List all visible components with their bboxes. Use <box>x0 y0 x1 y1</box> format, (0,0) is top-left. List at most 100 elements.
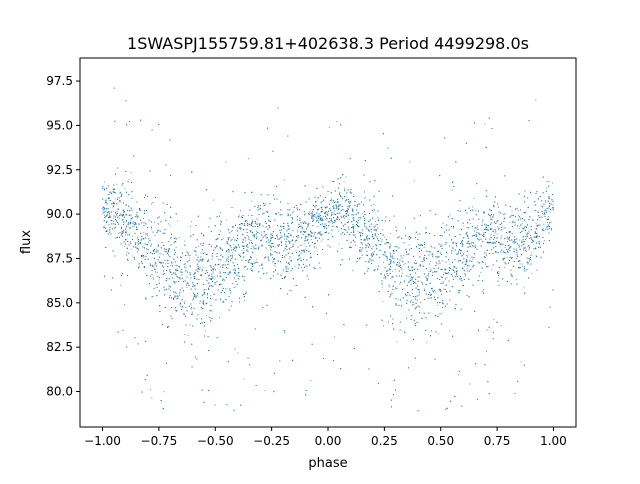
data-point <box>480 271 482 273</box>
data-point <box>358 250 360 252</box>
data-point <box>519 239 521 241</box>
data-point <box>521 265 523 267</box>
data-point <box>255 261 257 263</box>
data-point <box>542 212 544 214</box>
data-point <box>520 361 522 363</box>
data-point <box>519 263 521 265</box>
data-point <box>523 286 525 288</box>
data-point <box>493 318 495 320</box>
data-point <box>468 245 470 247</box>
data-point <box>518 214 520 216</box>
data-point <box>415 260 416 262</box>
data-point <box>390 259 391 261</box>
data-point <box>474 209 476 211</box>
data-point <box>169 265 171 266</box>
data-point <box>407 294 409 296</box>
data-point <box>433 290 435 291</box>
data-point <box>244 300 246 301</box>
data-point <box>279 229 280 231</box>
data-point <box>301 267 302 268</box>
data-point <box>331 223 333 225</box>
data-point <box>231 252 233 254</box>
data-point <box>246 220 248 222</box>
data-point <box>361 234 363 236</box>
data-point <box>274 259 276 260</box>
data-point <box>200 273 202 275</box>
data-point <box>353 219 355 221</box>
data-point <box>389 243 391 245</box>
data-point <box>213 276 215 278</box>
data-point <box>124 187 126 189</box>
data-point <box>137 245 139 247</box>
data-point <box>521 223 523 225</box>
data-point <box>335 201 337 203</box>
data-point <box>431 247 433 249</box>
data-point <box>334 336 335 338</box>
data-point <box>345 176 347 178</box>
data-point <box>408 276 410 278</box>
data-point <box>157 249 159 251</box>
data-point <box>408 244 410 246</box>
data-point <box>104 215 105 217</box>
data-point <box>231 283 233 284</box>
data-point <box>253 262 255 264</box>
data-point <box>283 179 285 181</box>
data-point <box>454 307 455 309</box>
data-point <box>521 245 522 247</box>
data-point <box>463 225 465 227</box>
data-point <box>185 267 187 269</box>
data-point <box>291 290 293 292</box>
data-point <box>175 310 177 311</box>
data-point <box>256 258 258 260</box>
data-point <box>119 232 121 234</box>
data-point <box>293 210 295 212</box>
data-point <box>377 216 379 218</box>
data-point <box>326 211 328 213</box>
data-point <box>115 211 116 213</box>
data-point <box>219 272 221 274</box>
data-point <box>526 237 527 239</box>
data-point <box>226 299 227 301</box>
data-point <box>317 217 319 219</box>
data-point <box>132 255 134 257</box>
data-point <box>544 211 546 213</box>
data-point <box>151 203 152 205</box>
data-point <box>317 197 319 199</box>
data-point <box>370 231 372 233</box>
data-point <box>259 239 261 241</box>
data-point <box>285 271 287 273</box>
data-point <box>338 230 340 232</box>
data-point <box>256 233 257 235</box>
data-point <box>380 273 381 275</box>
data-point <box>199 302 201 304</box>
data-point <box>462 285 463 287</box>
data-point <box>370 205 372 206</box>
data-point <box>238 214 240 216</box>
data-point <box>256 230 257 232</box>
data-point <box>326 217 328 219</box>
data-point <box>165 263 167 265</box>
data-point <box>394 258 396 259</box>
data-point <box>154 221 156 223</box>
data-point <box>523 247 525 248</box>
data-point <box>383 261 384 263</box>
data-point <box>362 212 364 214</box>
data-point <box>389 286 391 288</box>
data-point <box>390 261 392 263</box>
data-point <box>515 279 517 281</box>
data-point <box>417 299 418 301</box>
data-point <box>322 238 324 240</box>
data-point <box>423 247 425 248</box>
data-point <box>474 244 476 246</box>
data-point <box>179 305 181 307</box>
data-point <box>259 233 261 235</box>
data-point <box>195 296 197 297</box>
data-point <box>384 236 386 238</box>
data-point <box>481 291 483 292</box>
data-point <box>382 300 384 302</box>
data-point <box>150 243 152 245</box>
data-point <box>117 197 119 199</box>
data-point <box>204 252 206 254</box>
data-point <box>143 217 144 219</box>
